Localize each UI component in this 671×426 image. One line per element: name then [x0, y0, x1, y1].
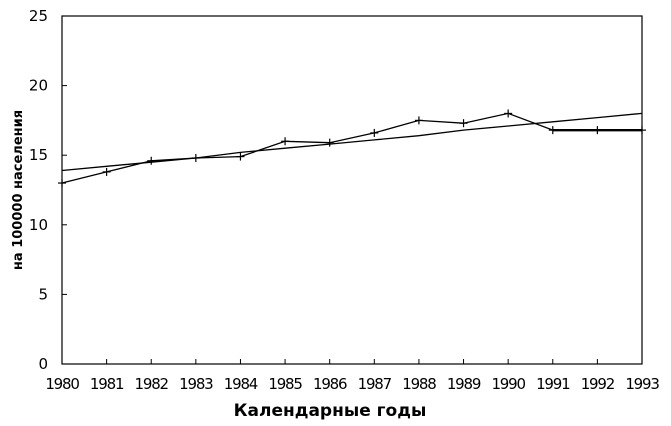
x-tick-label: 1987 [358, 375, 392, 393]
x-axis-title: Календарные годы [234, 401, 427, 421]
series-layer [58, 109, 646, 188]
plot-frame [61, 15, 643, 365]
x-tick-label: 1988 [402, 375, 436, 393]
data-point-marker [370, 128, 379, 137]
data-point-marker [281, 137, 290, 146]
x-tick-label: 1984 [224, 375, 258, 393]
observed-line [61, 112, 642, 184]
y-axis-ticks: 0 5 10 15 20 25 [29, 7, 67, 373]
x-tick-label: 1993 [625, 375, 659, 393]
x-tick-label: 1985 [268, 375, 302, 393]
y-tick-label: 25 [29, 7, 48, 25]
data-point-marker [459, 119, 468, 128]
data-point-marker [504, 109, 513, 118]
y-tick-label: 10 [29, 216, 48, 234]
x-tick-label: 1990 [491, 375, 525, 393]
y-tick-label: 20 [29, 77, 48, 95]
y-tick-label: 5 [38, 285, 48, 303]
x-tick-label: 1986 [313, 375, 347, 393]
x-tick-label: 1980 [45, 375, 79, 393]
x-tick-label: 1983 [179, 375, 213, 393]
trend-line [61, 112, 643, 172]
data-point-marker [102, 167, 111, 176]
x-tick-label: 1991 [536, 375, 570, 393]
x-axis-ticks: 1980 1981 1982 1983 1984 1985 1986 1987 1988 1989… [45, 359, 661, 393]
y-axis-title: на 100000 населения [11, 110, 26, 270]
x-tick-label: 1989 [447, 375, 481, 393]
x-tick-label: 1981 [90, 375, 124, 393]
data-point-marker [147, 156, 156, 165]
y-tick-label: 0 [38, 355, 48, 373]
data-point-marker [236, 152, 245, 161]
data-point-marker [58, 179, 66, 188]
x-tick-label: 1992 [581, 375, 615, 393]
x-tick-label: 1982 [135, 375, 169, 393]
y-tick-label: 15 [29, 146, 48, 164]
data-point-marker [414, 116, 423, 125]
data-point-marker [325, 138, 334, 147]
